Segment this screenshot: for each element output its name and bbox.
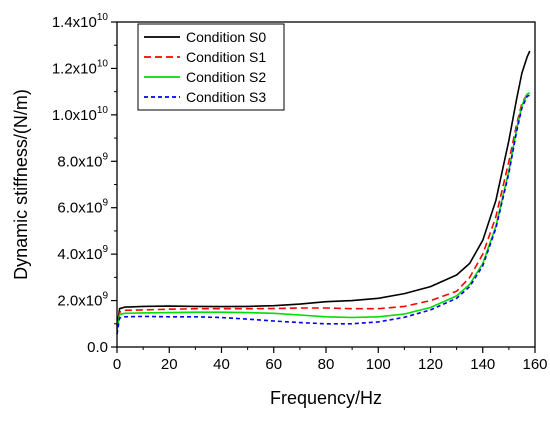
y-tick-label: 6.0x109 <box>57 198 108 217</box>
x-tick-label: 160 <box>522 356 547 373</box>
x-tick-label: 120 <box>418 356 443 373</box>
y-axis-title: Dynamic stiffness/(N/m) <box>11 89 31 280</box>
x-tick-label: 0 <box>113 356 121 373</box>
x-tick-label: 80 <box>318 356 335 373</box>
y-tick-label: 1.0x1010 <box>52 105 109 124</box>
y-tick-label: 0.0 <box>87 339 108 356</box>
series-line-2 <box>116 92 531 331</box>
y-tick-label: 1.2x1010 <box>52 58 109 77</box>
legend-label-1: Condition S1 <box>186 49 266 65</box>
y-tick-label: 2.0x109 <box>57 291 108 310</box>
series-line-1 <box>116 92 531 329</box>
x-tick-label: 140 <box>470 356 495 373</box>
y-tick-label: 8.0x109 <box>57 151 108 170</box>
legend-label-2: Condition S2 <box>186 69 266 85</box>
x-tick-label: 40 <box>213 356 230 373</box>
x-axis-title: Frequency/Hz <box>270 388 382 408</box>
series-lines <box>116 50 531 335</box>
x-tick-label: 100 <box>366 356 391 373</box>
x-tick-label: 60 <box>265 356 282 373</box>
legend-label-3: Condition S3 <box>186 89 266 105</box>
legend-label-0: Condition S0 <box>186 29 266 45</box>
plot-frame <box>116 21 536 348</box>
y-tick-label: 4.0x109 <box>57 244 108 263</box>
series-line-0 <box>116 50 531 327</box>
legend: Condition S0 Condition S1 Condition S2 Cond… <box>137 23 285 111</box>
x-tick-label: 20 <box>161 356 178 373</box>
legend-box <box>137 23 285 111</box>
y-tick-label: 1.4x1010 <box>52 12 109 31</box>
series-line-3 <box>116 94 531 335</box>
